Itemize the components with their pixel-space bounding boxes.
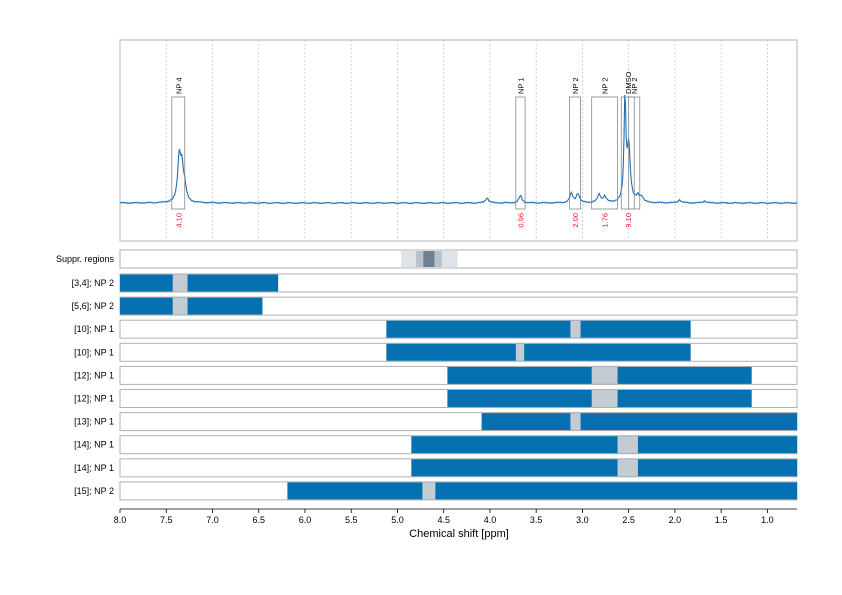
range-bar bbox=[411, 436, 797, 454]
row-label: Suppr. regions bbox=[56, 254, 115, 264]
row-label: [3,4]; NP 2 bbox=[72, 278, 114, 288]
range-gap bbox=[617, 436, 638, 454]
x-tick-label: 6.5 bbox=[252, 515, 265, 525]
annotation-label: NP 2 bbox=[630, 77, 639, 94]
range-gap bbox=[172, 274, 188, 292]
row-label: [10]; NP 1 bbox=[74, 347, 114, 357]
row-label: [14]; NP 1 bbox=[74, 440, 114, 450]
range-row: [3,4]; NP 2 bbox=[72, 273, 798, 293]
x-tick-label: 3.5 bbox=[530, 515, 543, 525]
range-bar bbox=[386, 320, 691, 338]
x-tick-label: 8.0 bbox=[114, 515, 127, 525]
range-bar bbox=[386, 343, 691, 361]
annotation-box bbox=[591, 96, 618, 210]
range-row: [5,6]; NP 2 bbox=[72, 296, 798, 316]
x-tick-label: 2.5 bbox=[622, 515, 635, 525]
suppressed-regions-row: Suppr. regions bbox=[56, 249, 798, 269]
annotation: NP 4 4.10 bbox=[171, 77, 186, 228]
range-bar bbox=[481, 413, 797, 431]
range-row: [12]; NP 1 bbox=[74, 389, 798, 408]
range-row: [10]; NP 1 bbox=[74, 319, 798, 339]
spectrum-line bbox=[119, 94, 798, 205]
annotation-label: DMSO bbox=[624, 71, 633, 94]
range-bar bbox=[120, 297, 263, 315]
annotation-box bbox=[620, 96, 635, 210]
x-axis-label: Chemical shift [ppm] bbox=[409, 528, 509, 540]
row-label: [5,6]; NP 2 bbox=[72, 301, 114, 311]
annotation-label: NP 2 bbox=[601, 77, 610, 94]
x-tick-label: 7.5 bbox=[160, 515, 173, 525]
range-bar bbox=[411, 459, 797, 477]
annotation: NP 2 1.76 bbox=[591, 77, 618, 228]
x-tick-label: 7.0 bbox=[206, 515, 219, 525]
panel-frame bbox=[119, 249, 798, 269]
integral-label: 9.10 bbox=[624, 213, 633, 228]
row-label: [10]; NP 1 bbox=[74, 324, 114, 334]
x-tick-label: 1.5 bbox=[715, 515, 728, 525]
row-label: [12]; NP 1 bbox=[74, 394, 114, 404]
range-row: [14]; NP 1 bbox=[74, 435, 798, 455]
range-gap bbox=[591, 390, 618, 407]
range-row: [15]; NP 2 bbox=[74, 481, 798, 501]
range-bar bbox=[287, 482, 797, 500]
range-row: [10]; NP 1 bbox=[74, 342, 798, 362]
integral-label: 2.00 bbox=[571, 213, 580, 228]
range-gap bbox=[515, 343, 525, 361]
spectrum-panel: NP 4 4.10 NP 1 0.96 NP 2 2.00 NP 2 1.76 DMSO 9.10… bbox=[119, 39, 798, 242]
x-tick-label: 4.0 bbox=[484, 515, 497, 525]
x-tick-label: 5.0 bbox=[391, 515, 404, 525]
annotation-label: NP 4 bbox=[174, 77, 183, 94]
range-gap bbox=[172, 297, 188, 315]
integral-label: 4.10 bbox=[174, 213, 183, 228]
suppressed-band bbox=[423, 251, 435, 267]
range-row: [14]; NP 1 bbox=[74, 458, 798, 478]
row-label: [13]; NP 1 bbox=[74, 417, 114, 427]
annotation-box bbox=[628, 96, 641, 210]
row-label: [15]; NP 2 bbox=[74, 486, 114, 496]
row-label: [12]; NP 1 bbox=[74, 370, 114, 380]
x-tick-label: 3.0 bbox=[576, 515, 589, 525]
range-gap bbox=[570, 320, 581, 338]
annotation-box bbox=[515, 96, 526, 210]
x-tick-label: 5.5 bbox=[345, 515, 358, 525]
range-gap bbox=[422, 482, 436, 500]
x-axis: 8.0 7.5 7.0 6.5 6.0 5.5 5.0 4.5 4.0 3.5 3.0 2.5 2.0 1… bbox=[114, 508, 797, 525]
x-tick-label: 6.0 bbox=[299, 515, 312, 525]
integral-label: 0.96 bbox=[516, 213, 525, 228]
range-row: [12]; NP 1 bbox=[74, 365, 798, 385]
row-label: [14]; NP 1 bbox=[74, 463, 114, 473]
annotation: NP 1 0.96 bbox=[515, 77, 526, 228]
annotation-box bbox=[569, 96, 581, 210]
annotation: DMSO 9.10 bbox=[620, 71, 635, 228]
annotation-box bbox=[171, 96, 186, 210]
integral-label: 1.76 bbox=[601, 213, 610, 228]
bar-panels: Suppr. regions [3,4]; NP 2 [5,6]; NP 2 [10]… bbox=[56, 249, 798, 501]
x-tick-label: 2.0 bbox=[669, 515, 682, 525]
range-row: [13]; NP 1 bbox=[74, 412, 798, 432]
x-tick-label: 1.0 bbox=[761, 515, 774, 525]
annotation-label: NP 1 bbox=[516, 77, 525, 94]
range-bar bbox=[120, 274, 279, 292]
annotation-label: NP 2 bbox=[571, 77, 580, 94]
annotation: NP 2 bbox=[628, 77, 641, 210]
spectrum-frame bbox=[119, 39, 798, 242]
x-tick-label: 4.5 bbox=[437, 515, 450, 525]
annotation: NP 2 2.00 bbox=[569, 77, 581, 228]
range-gap bbox=[617, 459, 638, 477]
range-gap bbox=[570, 413, 581, 431]
range-gap bbox=[591, 366, 618, 384]
